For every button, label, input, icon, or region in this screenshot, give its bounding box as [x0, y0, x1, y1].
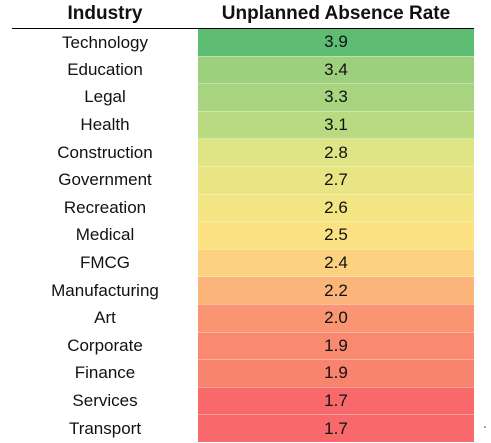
- absence-rate-cell: 2.8: [198, 138, 474, 167]
- industry-cell: Education: [67, 59, 143, 79]
- absence-rate-cell: 1.7: [198, 387, 474, 416]
- industry-cell: Government: [58, 170, 152, 190]
- table-row: Health 3.1: [12, 111, 474, 140]
- table-row: Finance 1.9: [12, 359, 474, 388]
- absence-rate-column-header: Unplanned Absence Rate: [198, 0, 474, 29]
- table-row: Art 2.0: [12, 304, 474, 333]
- table-row: FMCG 2.4: [12, 249, 474, 278]
- absence-rate-cell: 3.3: [198, 83, 474, 112]
- absence-rate-cell: 2.0: [198, 304, 474, 333]
- table-row: Legal 3.3: [12, 83, 474, 112]
- absence-rate-cell: 1.7: [198, 414, 474, 443]
- table-row: Recreation 2.6: [12, 194, 474, 223]
- industry-cell: Health: [80, 115, 130, 135]
- absence-rate-cell: 2.5: [198, 221, 474, 250]
- industry-cell: Technology: [61, 32, 148, 52]
- industry-cell: FMCG: [79, 253, 131, 273]
- table-row: Manufacturing 2.2: [12, 276, 474, 305]
- industry-cell: Construction: [57, 142, 153, 162]
- absence-rate-cell: 2.2: [198, 276, 474, 305]
- industry-cell: Transport: [68, 418, 142, 438]
- table-row: Technology 3.9: [12, 28, 474, 57]
- industry-cell: Corporate: [67, 335, 143, 355]
- absence-rate-cell: 2.7: [198, 166, 474, 195]
- table-row: Government 2.7: [12, 166, 474, 195]
- table-body: Technology 3.9 Education 3.4 Legal 3.3 Health 3…: [12, 28, 474, 443]
- table-row: Corporate 1.9: [12, 332, 474, 361]
- industry-cell: Finance: [74, 363, 136, 383]
- absence-rate-cell: 2.4: [198, 249, 474, 278]
- table-row: Transport 1.7: [12, 414, 474, 443]
- table-row: Construction 2.8: [12, 138, 474, 167]
- absence-rate-cell: 3.4: [198, 56, 474, 85]
- industry-cell: Manufacturing: [51, 280, 159, 300]
- table-row: Education 3.4: [12, 56, 474, 85]
- absence-rate-cell: 3.1: [198, 111, 474, 140]
- industry-cell: Services: [72, 391, 138, 411]
- industry-cell: Medical: [75, 225, 135, 245]
- absence-rate-cell: 3.9: [198, 28, 474, 57]
- industry-cell: Legal: [84, 87, 126, 107]
- table-row: Medical 2.5: [12, 221, 474, 250]
- header-row: Industry Unplanned Absence Rate: [12, 0, 474, 29]
- table-row: Services 1.7: [12, 387, 474, 416]
- absence-rate-cell: 1.9: [198, 359, 474, 388]
- absence-rate-cell: 2.6: [198, 194, 474, 223]
- industry-column-header: Industry: [12, 0, 198, 29]
- stray-mark: [484, 426, 486, 428]
- industry-cell: Art: [94, 308, 116, 328]
- absence-rate-table: Industry Unplanned Absence Rate Technolo…: [12, 0, 474, 443]
- industry-cell: Recreation: [63, 197, 147, 217]
- data-table: Industry Unplanned Absence Rate Technolo…: [12, 0, 474, 443]
- absence-rate-cell: 1.9: [198, 332, 474, 361]
